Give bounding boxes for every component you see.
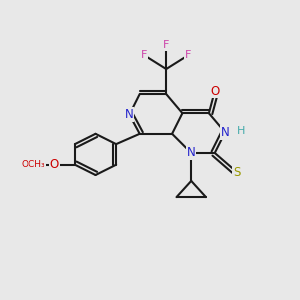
Text: F: F — [141, 50, 147, 60]
Text: F: F — [185, 50, 191, 60]
Text: O: O — [210, 85, 219, 98]
Text: N: N — [187, 146, 196, 159]
Text: H: H — [237, 126, 245, 136]
Text: N: N — [125, 108, 134, 121]
Text: F: F — [163, 40, 169, 50]
Text: S: S — [233, 166, 241, 178]
Text: N: N — [221, 126, 230, 139]
Text: O: O — [50, 158, 59, 171]
Text: OCH₃: OCH₃ — [22, 160, 46, 169]
